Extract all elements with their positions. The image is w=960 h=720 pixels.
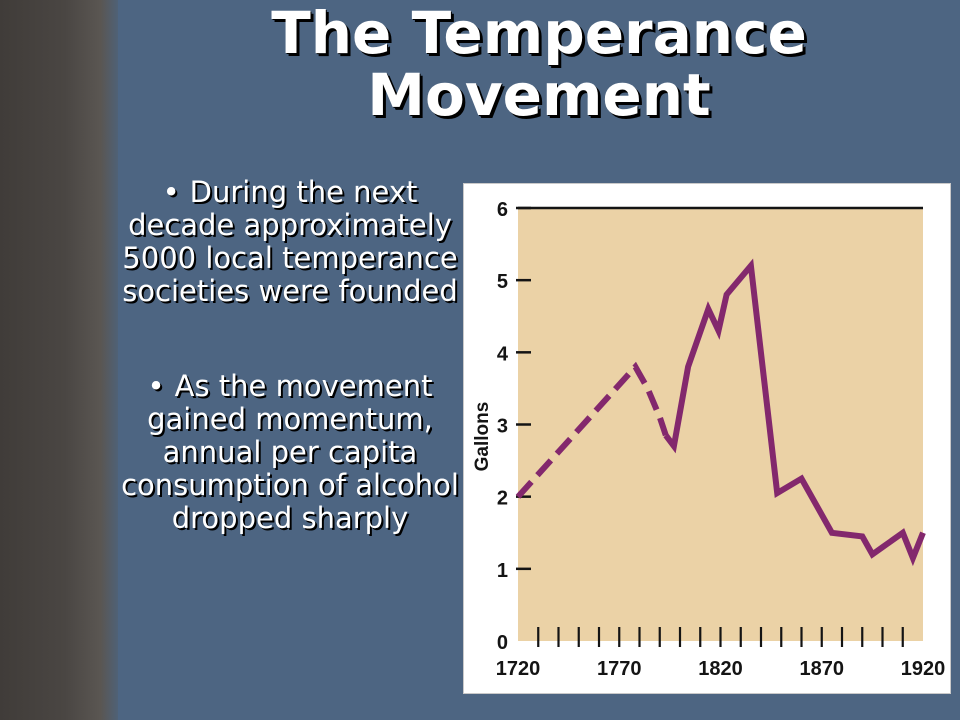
slide-title-line-2: Movement [367, 61, 711, 129]
y-tick-label: 3 [497, 416, 508, 438]
y-tick-label: 1 [497, 560, 508, 582]
y-axis-label: Gallons [472, 402, 493, 472]
plot-area [518, 208, 923, 641]
y-tick-label: 6 [497, 199, 508, 221]
side-decoration-bar [0, 0, 118, 720]
y-tick-label: 0 [497, 632, 508, 654]
bullet-text-consumption: As the movement gained momentum, annual … [121, 369, 459, 535]
consumption-line-dashed [515, 361, 669, 499]
y-tick-label: 5 [497, 271, 508, 293]
x-tick-label: 1720 [496, 658, 541, 680]
bullet-item-consumption: • As the movement gained momentum, annual… [118, 370, 462, 535]
bullet-dot: • [162, 175, 180, 209]
bullet-dot: • [147, 369, 165, 403]
x-tick-label: 1870 [800, 658, 845, 680]
bullet-item-societies: • During the next decade approximately 50… [118, 176, 462, 308]
bullet-text-societies: During the next decade approximately 500… [122, 175, 458, 308]
slide-title: The Temperance Movement [118, 2, 960, 126]
x-tick-label: 1820 [698, 658, 743, 680]
x-tick-label: 1920 [901, 658, 946, 680]
bullet-list: • During the next decade approximately 50… [118, 176, 462, 597]
y-tick-label: 4 [497, 343, 509, 365]
slide-title-line-1: The Temperance [271, 0, 807, 67]
alcohol-consumption-chart: 0 1 2 3 4 5 6 Gallons 1720 1770 1820 1870 1920 [472, 199, 946, 680]
consumption-line-solid [663, 258, 926, 567]
y-tick-label: 2 [497, 488, 508, 510]
x-tick-label: 1770 [597, 658, 642, 680]
chart-frame: 0 1 2 3 4 5 6 Gallons 1720 1770 1820 1870 1920 [463, 183, 951, 694]
